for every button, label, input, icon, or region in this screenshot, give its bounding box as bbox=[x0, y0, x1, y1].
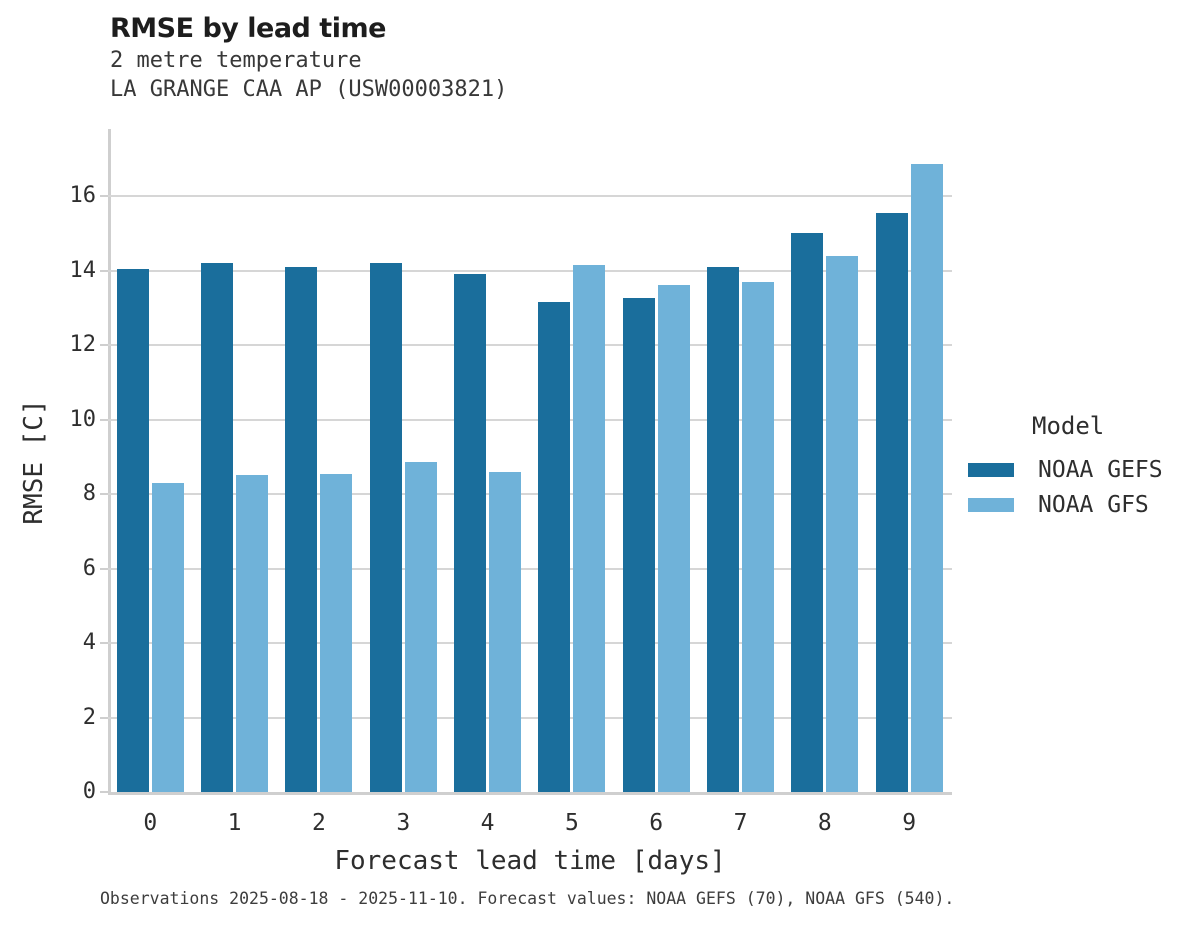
x-axis-title: Forecast lead time [days] bbox=[334, 846, 726, 876]
chart-subtitle-variable: 2 metre temperature bbox=[110, 48, 362, 73]
bar-noaa-gfs-lead-8 bbox=[826, 255, 859, 792]
y-tick-mark-12 bbox=[100, 344, 108, 347]
x-axis-line bbox=[108, 792, 952, 795]
bar-noaa-gfs-lead-5 bbox=[573, 264, 606, 792]
x-tick-label-2: 2 bbox=[312, 810, 326, 836]
legend-label-noaa-gfs: NOAA GFS bbox=[1038, 491, 1149, 518]
bar-noaa-gefs-lead-7 bbox=[707, 266, 740, 792]
bar-noaa-gefs-lead-0 bbox=[116, 268, 149, 792]
bar-noaa-gfs-lead-4 bbox=[489, 471, 522, 792]
bar-noaa-gfs-lead-0 bbox=[151, 482, 184, 792]
gridline-2 bbox=[108, 716, 952, 719]
gridline-8 bbox=[108, 493, 952, 496]
bar-noaa-gefs-lead-8 bbox=[791, 233, 824, 792]
x-tick-label-3: 3 bbox=[396, 810, 411, 836]
bar-noaa-gefs-lead-2 bbox=[285, 266, 318, 792]
y-tick-label-16: 16 bbox=[69, 183, 97, 209]
legend-label-noaa-gefs: NOAA GEFS bbox=[1038, 456, 1163, 483]
x-tick-label-6: 6 bbox=[649, 810, 664, 836]
y-tick-label-10: 10 bbox=[69, 406, 97, 432]
gridline-12 bbox=[108, 344, 952, 347]
y-tick-label-6: 6 bbox=[82, 555, 96, 581]
x-tick-label-4: 4 bbox=[480, 810, 495, 836]
bar-noaa-gefs-lead-1 bbox=[201, 263, 234, 792]
y-tick-mark-2 bbox=[100, 716, 108, 719]
legend-item-noaa-gefs: NOAA GEFS bbox=[968, 452, 1163, 487]
x-tick-label-1: 1 bbox=[227, 810, 242, 836]
legend-items: NOAA GEFS NOAA GFS bbox=[968, 452, 1163, 522]
plot-area bbox=[100, 129, 952, 795]
x-tick-labels: 0 1 2 3 4 5 6 7 8 9 bbox=[108, 810, 952, 840]
bar-noaa-gefs-lead-4 bbox=[454, 274, 487, 792]
y-tick-label-8: 8 bbox=[82, 481, 96, 507]
gridline-16 bbox=[108, 195, 952, 198]
y-axis-line bbox=[108, 129, 111, 792]
gridline-6 bbox=[108, 567, 952, 570]
y-tick-label-4: 4 bbox=[82, 630, 96, 656]
legend-swatch-noaa-gefs bbox=[968, 462, 1014, 477]
y-tick-mark-14 bbox=[100, 269, 108, 272]
gridline-10 bbox=[108, 418, 952, 421]
y-tick-mark-4 bbox=[100, 642, 108, 645]
gridline-4 bbox=[108, 642, 952, 645]
bar-noaa-gfs-lead-6 bbox=[657, 285, 690, 792]
y-tick-mark-10 bbox=[100, 418, 108, 421]
bar-noaa-gfs-lead-2 bbox=[320, 473, 353, 792]
bar-noaa-gefs-lead-9 bbox=[875, 212, 908, 792]
legend-title: Model bbox=[1032, 412, 1105, 440]
y-tick-label-14: 14 bbox=[69, 257, 97, 283]
x-tick-label-5: 5 bbox=[564, 810, 579, 836]
bar-noaa-gfs-lead-7 bbox=[742, 281, 775, 792]
chart-subtitle-station: LA GRANGE CAA AP (USW00003821) bbox=[110, 77, 508, 102]
bar-noaa-gfs-lead-1 bbox=[236, 475, 269, 792]
page-title: RMSE by lead time bbox=[110, 13, 386, 44]
x-tick-label-7: 7 bbox=[733, 810, 748, 836]
y-tick-label-2: 2 bbox=[82, 704, 96, 730]
caption: Observations 2025-08-18 - 2025-11-10. Fo… bbox=[100, 889, 955, 908]
bar-noaa-gefs-lead-6 bbox=[622, 298, 655, 792]
y-tick-labels: 0 2 4 6 8 10 12 14 16 bbox=[0, 129, 97, 804]
gridline-14 bbox=[108, 269, 952, 272]
bar-noaa-gefs-lead-3 bbox=[369, 263, 402, 792]
legend-item-noaa-gfs: NOAA GFS bbox=[968, 487, 1163, 522]
x-tick-label-0: 0 bbox=[143, 810, 158, 836]
legend-swatch-noaa-gfs bbox=[968, 497, 1014, 512]
legend: Model NOAA GEFS NOAA GFS bbox=[968, 412, 1163, 522]
x-tick-label-9: 9 bbox=[902, 810, 917, 836]
bar-noaa-gefs-lead-5 bbox=[538, 302, 571, 792]
y-tick-mark-16 bbox=[100, 195, 108, 198]
bar-noaa-gfs-lead-3 bbox=[404, 462, 437, 792]
y-tick-label-12: 12 bbox=[69, 332, 97, 358]
y-tick-mark-6 bbox=[100, 567, 108, 570]
chart-header: RMSE by lead time 2 metre temperature LA… bbox=[110, 12, 507, 104]
x-tick-label-8: 8 bbox=[817, 810, 832, 836]
y-tick-mark-8 bbox=[100, 493, 108, 496]
y-tick-label-0: 0 bbox=[82, 779, 96, 804]
y-tick-mark-0 bbox=[100, 791, 108, 793]
bar-noaa-gfs-lead-9 bbox=[910, 164, 943, 792]
